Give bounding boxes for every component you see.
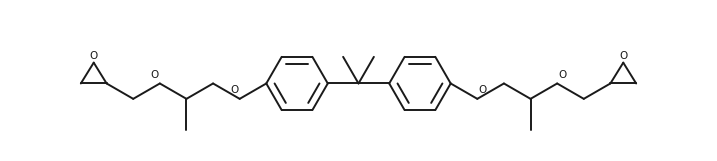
Text: O: O xyxy=(558,70,566,80)
Text: O: O xyxy=(231,85,239,95)
Text: O: O xyxy=(90,51,98,61)
Text: O: O xyxy=(478,85,486,95)
Text: O: O xyxy=(151,70,159,80)
Text: O: O xyxy=(619,51,627,61)
